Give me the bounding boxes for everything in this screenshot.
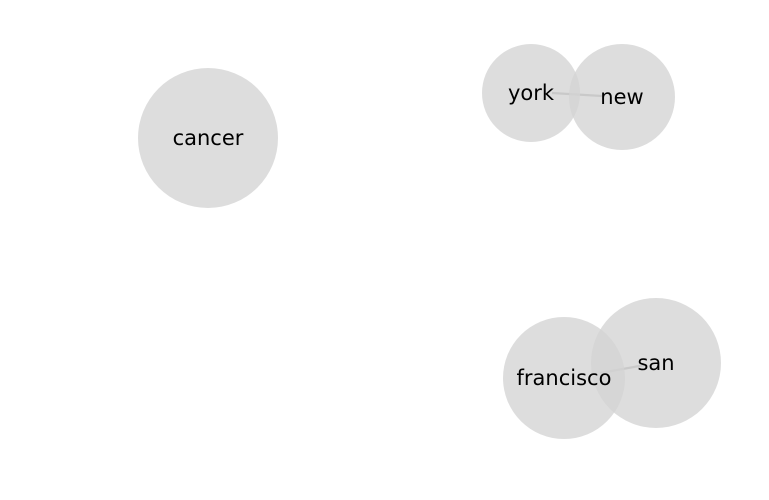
node-cancer-circle: [138, 68, 278, 208]
node-york-circle: [482, 44, 580, 142]
node-san: san: [591, 298, 721, 428]
node-new-label: new: [600, 85, 643, 109]
node-francisco-circle: [503, 317, 625, 439]
node-cancer-label: cancer: [173, 126, 244, 150]
node-san-circle: [591, 298, 721, 428]
node-francisco: francisco: [503, 317, 625, 439]
node-san-label: san: [637, 351, 674, 375]
node-cancer: cancer: [138, 68, 278, 208]
graph-nodes: cancer york new san francisco: [138, 44, 721, 439]
node-york-label: york: [508, 81, 555, 105]
node-new-circle: [569, 44, 675, 150]
node-francisco-label: francisco: [517, 366, 612, 390]
node-new: new: [569, 44, 675, 150]
node-york: york: [482, 44, 580, 142]
